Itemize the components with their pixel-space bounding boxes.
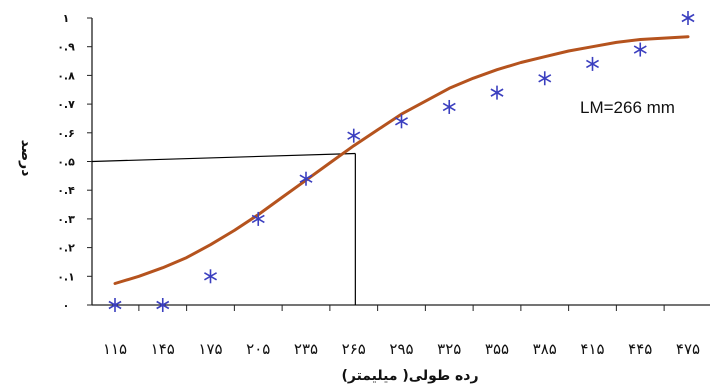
x-tick-label: ۴۱۵ xyxy=(580,340,604,358)
x-tick-label: ۴۷۵ xyxy=(676,340,700,358)
reference-line-horizontal xyxy=(91,152,356,163)
data-point xyxy=(538,71,552,86)
y-tick-label: ۰.۸ xyxy=(57,69,75,82)
data-point xyxy=(586,56,599,71)
x-tick-label: ۲۶۵ xyxy=(342,340,366,358)
data-point xyxy=(299,171,313,186)
x-tick-label: ۱۷۵ xyxy=(198,340,222,358)
y-tick-label: ۰.۵ xyxy=(57,156,75,169)
x-tick-label: ۲۰۵ xyxy=(246,340,270,358)
x-tick-label: ۴۴۵ xyxy=(628,340,652,358)
x-tick-label: ۳۲۵ xyxy=(437,340,461,358)
y-tick-label: ۰.۹ xyxy=(57,41,75,54)
data-point xyxy=(442,99,456,114)
y-tick-label: ۰.۱ xyxy=(57,270,75,283)
y-tick-label: ۰.۶ xyxy=(57,127,75,140)
y-tick-label: ۰.۳ xyxy=(57,213,75,226)
data-point xyxy=(395,114,408,129)
x-tick-label: ۱۱۵ xyxy=(103,340,127,358)
data-point xyxy=(490,85,504,100)
data-point xyxy=(347,128,361,143)
data-point xyxy=(204,269,217,284)
y-tick-label: ۱ xyxy=(63,12,70,25)
data-point xyxy=(681,11,695,25)
lm-annotation: LM=266 mm xyxy=(580,98,675,117)
x-tick-label: ۳۵۵ xyxy=(485,340,509,358)
data-point xyxy=(108,298,122,312)
y-tick-label: ۰.۷ xyxy=(57,98,75,111)
y-axis-title: درصد xyxy=(18,140,34,177)
data-point xyxy=(156,298,170,312)
y-tick-label: ۰.۲ xyxy=(57,242,75,255)
y-tick-label: ۰.۴ xyxy=(57,184,75,197)
data-point xyxy=(633,42,647,57)
y-tick-label: ۰ xyxy=(63,299,70,312)
data-point xyxy=(251,211,265,226)
x-tick-label: ۳۸۵ xyxy=(533,340,557,358)
x-tick-label: ۱۴۵ xyxy=(151,340,175,358)
plot-area: ۰ ۰.۱ ۰.۲ ۰.۳ ۰.۴ ۰.۵ ۰.۶ ۰.۷ ۰.۸ ۰.۹ ۱ ۱۱۵ ۱۴۵ ۱۷۵ ۲۰… xyxy=(57,11,710,358)
fitted-curve xyxy=(113,35,690,285)
x-tick-label: ۲۳۵ xyxy=(294,340,318,358)
x-tick-label: ۲۹۵ xyxy=(389,340,413,358)
x-axis-title: رده طولی( میلیمتر) xyxy=(341,368,478,384)
